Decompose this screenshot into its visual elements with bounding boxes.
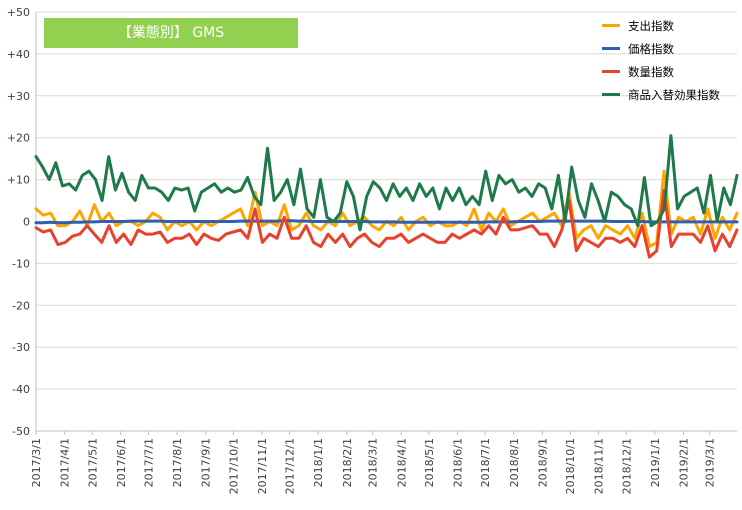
x-tick-label: 2017/5/1 — [86, 438, 99, 487]
x-tick-label: 2018/12/1 — [620, 438, 633, 494]
x-tick-label: 2017/9/1 — [200, 438, 213, 487]
y-tick-label: +50 — [7, 6, 30, 19]
legend-swatch — [602, 70, 620, 73]
x-tick-label: 2018/9/1 — [536, 438, 549, 487]
x-tick-label: 2019/3/1 — [703, 438, 716, 487]
y-tick-label: -10 — [12, 257, 30, 270]
x-tick-label: 2019/2/1 — [678, 438, 691, 487]
legend-item: 価格指数 — [602, 37, 720, 60]
y-tick-label: +10 — [7, 174, 30, 187]
x-tick-label: 2017/11/1 — [256, 438, 269, 494]
legend-item: 商品入替効果指数 — [602, 83, 720, 106]
x-tick-label: 2017/3/1 — [30, 438, 43, 487]
legend-item: 数量指数 — [602, 60, 720, 83]
x-tick-label: 2017/4/1 — [59, 438, 72, 487]
y-tick-label: 0 — [23, 216, 30, 229]
x-tick-label: 2017/7/1 — [143, 438, 156, 487]
x-tick-label: 2018/6/1 — [452, 438, 465, 487]
y-tick-label: -30 — [12, 341, 30, 354]
series-line — [34, 134, 739, 232]
x-tick-label: 2018/11/1 — [593, 438, 606, 494]
legend-swatch — [602, 24, 620, 27]
legend-label: 価格指数 — [628, 41, 674, 56]
x-tick-label: 2018/10/1 — [564, 438, 577, 494]
x-tick-label: 2017/8/1 — [171, 438, 184, 487]
legend-label: 支出指数 — [628, 18, 674, 33]
legend-label: 数量指数 — [628, 64, 674, 79]
x-axis-ticks: 2017/3/1 2017/4/1 2017/5/1 2017/6/1 2017/7/1… — [30, 431, 716, 494]
y-axis-ticks: +50 +40 +30 +20 +10 0 -10 -20 -30 -40 -50 — [7, 6, 30, 438]
series-group — [34, 134, 739, 259]
y-tick-label: -40 — [12, 383, 30, 396]
chart-title: 【業態別】 GMS — [44, 18, 298, 48]
y-tick-label: -20 — [12, 299, 30, 312]
legend-swatch — [602, 93, 620, 96]
x-tick-label: 2018/5/1 — [423, 438, 436, 487]
legend-item: 支出指数 — [602, 14, 720, 37]
x-tick-label: 2018/7/1 — [479, 438, 492, 487]
y-tick-label: +30 — [7, 90, 30, 103]
legend: 支出指数価格指数数量指数商品入替効果指数 — [602, 14, 720, 106]
legend-swatch — [602, 47, 620, 50]
x-tick-label: 2018/2/1 — [341, 438, 354, 487]
x-tick-label: 2019/1/1 — [649, 438, 662, 487]
x-tick-label: 2017/12/1 — [284, 438, 297, 494]
y-tick-label: +20 — [7, 132, 30, 145]
x-tick-label: 2018/4/1 — [395, 438, 408, 487]
y-tick-label: +40 — [7, 48, 30, 61]
x-tick-label: 2018/8/1 — [508, 438, 521, 487]
x-tick-label: 2017/6/1 — [115, 438, 128, 487]
x-tick-label: 2018/1/1 — [312, 438, 325, 487]
series-line — [34, 188, 739, 259]
x-tick-label: 2018/3/1 — [367, 438, 380, 487]
y-tick-label: -50 — [12, 425, 30, 438]
x-tick-label: 2017/10/1 — [227, 438, 240, 494]
legend-label: 商品入替効果指数 — [628, 87, 720, 102]
series-line — [34, 219, 739, 225]
